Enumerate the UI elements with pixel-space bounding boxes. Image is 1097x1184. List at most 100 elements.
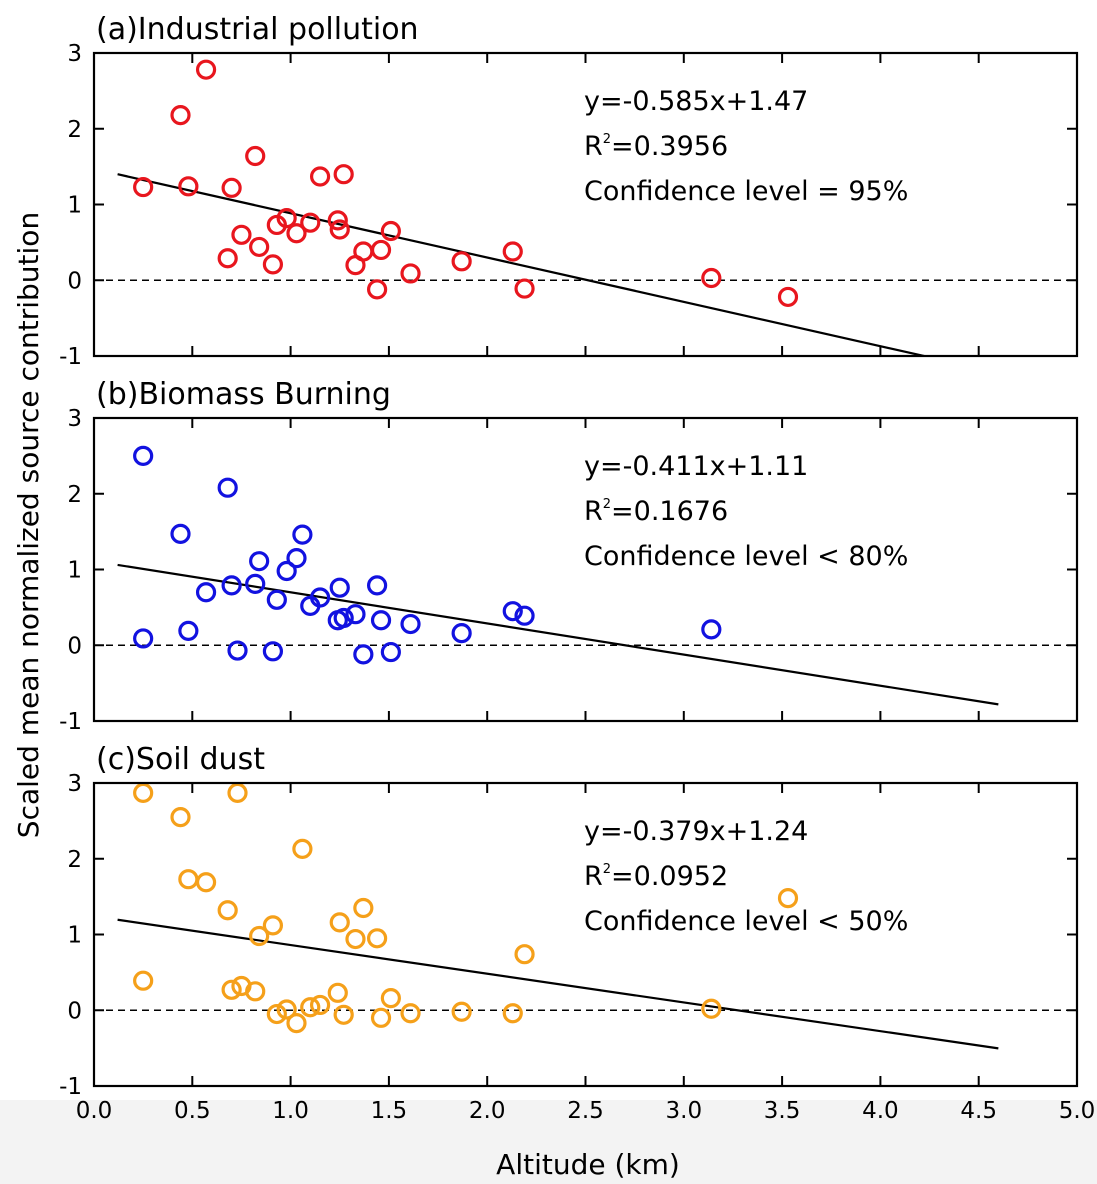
confidence-level: Confidence level = 95% — [584, 176, 908, 207]
data-point — [249, 236, 270, 258]
footer-background — [0, 1100, 1097, 1184]
data-point — [245, 981, 266, 1002]
data-point — [309, 166, 331, 187]
data-point — [195, 872, 217, 893]
y-tick-label: 1 — [67, 193, 82, 219]
x-tick-label: 0.0 — [76, 1098, 113, 1124]
data-point — [170, 105, 191, 126]
data-point — [262, 915, 284, 936]
data-point — [701, 998, 722, 1019]
data-point — [353, 897, 374, 919]
x-tick-label: 2.0 — [469, 1098, 506, 1124]
panel-3: (c)Soil dust-10123y=-0.379x+1.24R2=0.095… — [59, 742, 1079, 1100]
r-squared-exponent: 2 — [603, 862, 611, 877]
data-point — [370, 610, 392, 631]
r-squared-label: R — [584, 496, 603, 527]
x-tick-label: 0.5 — [174, 1098, 211, 1124]
r-squared-value: =0.3956 — [611, 131, 728, 162]
data-point — [367, 928, 388, 949]
regression-equation: y=-0.585x+1.47 — [584, 86, 808, 117]
x-tick-label: 3.0 — [666, 1098, 703, 1124]
data-point — [178, 620, 199, 641]
r-squared-label: R — [584, 861, 603, 892]
data-point — [367, 279, 388, 300]
data-point — [353, 644, 374, 665]
data-point — [276, 560, 297, 582]
data-point — [217, 477, 238, 498]
y-tick-label: 0 — [67, 998, 82, 1024]
data-point — [370, 239, 392, 261]
data-point — [327, 982, 348, 1003]
data-point — [170, 523, 191, 544]
data-point — [178, 869, 199, 890]
x-tick-label: 4.0 — [862, 1098, 899, 1124]
data-point — [276, 208, 297, 229]
data-point — [329, 912, 350, 933]
data-point — [309, 587, 331, 608]
data-point — [178, 176, 199, 197]
panel-title: (a)Industrial pollution — [96, 12, 419, 47]
y-tick-label: 3 — [67, 406, 82, 432]
data-point — [245, 145, 266, 167]
data-point — [300, 997, 321, 1018]
data-point — [262, 254, 284, 275]
data-point — [400, 1003, 421, 1024]
data-point — [514, 605, 535, 626]
confidence-level: Confidence level < 80% — [584, 541, 908, 572]
regression-equation: y=-0.411x+1.11 — [584, 451, 808, 482]
data-point — [227, 640, 248, 661]
y-axis-title: Scaled mean normalized source contributi… — [12, 212, 45, 838]
confidence-level: Confidence level < 50% — [584, 906, 908, 937]
x-tick-label: 4.5 — [960, 1098, 997, 1124]
data-point — [329, 219, 350, 240]
data-point — [400, 613, 421, 635]
data-point — [217, 900, 238, 921]
r-squared: R2=0.1676 — [584, 496, 728, 527]
data-point — [451, 623, 472, 644]
r-squared: R2=0.0952 — [584, 861, 728, 892]
y-tick-label: -1 — [59, 1074, 82, 1100]
x-tick-label: 3.5 — [764, 1098, 801, 1124]
r-squared-exponent: 2 — [603, 132, 611, 147]
data-point — [333, 607, 354, 629]
data-point — [221, 575, 242, 596]
data-point — [262, 641, 284, 662]
data-point — [380, 988, 401, 1009]
data-point — [502, 1003, 523, 1024]
data-point — [345, 928, 366, 950]
data-point — [170, 806, 191, 828]
panel-title: (b)Biomass Burning — [96, 377, 391, 412]
panel-1: (a)Industrial pollution -1 0 1 2 3 y=-0.585x+1… — [59, 12, 1079, 370]
data-point — [367, 575, 388, 596]
data-point — [195, 582, 217, 603]
y-tick-label: -1 — [59, 344, 82, 370]
plot-frame — [92, 51, 1079, 358]
r-squared-exponent: 2 — [603, 497, 611, 512]
data-point — [221, 979, 242, 1000]
data-point — [451, 251, 472, 272]
data-point — [502, 241, 523, 262]
data-point — [400, 263, 421, 284]
panels: (a)Industrial pollution -1 0 1 2 3 y=-0.585x+1… — [59, 12, 1079, 1100]
panel-title: (c)Soil dust — [96, 742, 265, 777]
data-point — [286, 1013, 307, 1034]
data-point — [329, 577, 350, 598]
data-point — [292, 838, 313, 860]
data-point — [380, 641, 401, 663]
data-point — [245, 573, 266, 594]
plot-frame — [92, 416, 1079, 723]
data-point — [333, 164, 354, 185]
data-point — [300, 212, 321, 233]
regression-line — [117, 173, 930, 356]
x-axis-tick-labels: 0.0 0.5 1.0 1.5 2.0 2.5 3.0 3.5 4.0 4.5 5.0 — [76, 1098, 1096, 1124]
regression-equation: y=-0.379x+1.24 — [584, 816, 808, 847]
data-point — [133, 445, 154, 466]
data-point — [333, 1004, 354, 1025]
data-point — [292, 524, 313, 545]
data-point — [195, 59, 217, 80]
y-tick-label: 3 — [67, 771, 82, 797]
r-squared: R2=0.3956 — [584, 131, 728, 162]
r-squared-label: R — [584, 131, 603, 162]
y-tick-label: 1 — [67, 558, 82, 584]
data-point — [133, 970, 154, 991]
